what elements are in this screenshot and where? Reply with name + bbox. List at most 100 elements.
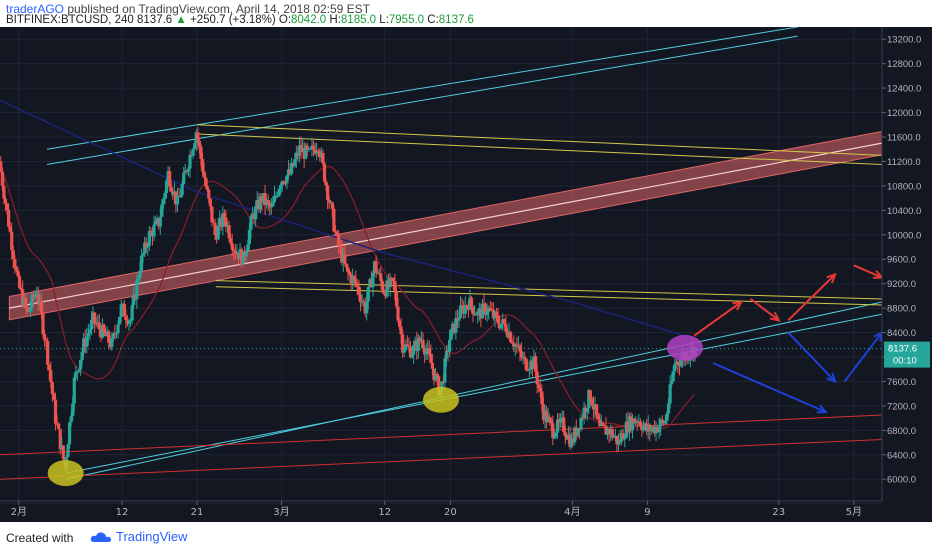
candle-body <box>136 278 140 281</box>
candle-body <box>283 182 287 184</box>
candle-body <box>3 198 8 204</box>
candle-body <box>229 238 233 244</box>
candle-body <box>221 213 225 227</box>
candle-body <box>496 316 500 324</box>
candle-body <box>161 198 166 205</box>
candle-body <box>258 196 262 210</box>
candle-body <box>537 384 541 388</box>
cyan-trendline-2 <box>65 301 883 480</box>
date-tick-label-8: 23 <box>772 507 785 518</box>
candle-body <box>344 263 348 268</box>
candle-body <box>357 286 361 296</box>
candle-body <box>427 348 431 355</box>
candle-body <box>50 382 54 395</box>
candle-body <box>638 421 642 427</box>
candle-body <box>272 195 277 203</box>
candle-body <box>534 356 538 372</box>
candle-body <box>254 206 258 220</box>
candle-body <box>85 336 89 347</box>
open-value: 8042.0 <box>291 14 327 26</box>
candle-body <box>666 403 671 414</box>
candle-body <box>460 305 464 307</box>
author-link[interactable]: traderAGO <box>6 2 65 16</box>
candle-body <box>127 320 131 324</box>
candle-body <box>52 394 56 400</box>
red-projection-arrow-2-head <box>826 272 837 284</box>
candle-body <box>465 305 469 307</box>
price-tick-label-16: 12000.0 <box>887 108 921 119</box>
candle-body <box>332 208 336 232</box>
candle-body <box>44 340 48 342</box>
highlight-ellipse-0 <box>47 460 84 487</box>
published-text: published on TradingView.com, April 14, … <box>67 2 371 16</box>
tradingview-logo[interactable]: TradingView <box>90 529 188 544</box>
date-tick-label-4: 12 <box>378 507 391 518</box>
date-tick-label-1: 12 <box>116 507 129 518</box>
cyan-trendline-0 <box>46 27 798 150</box>
candle-body <box>139 255 144 271</box>
candle-body <box>41 313 45 335</box>
candle-body <box>25 307 29 312</box>
candle-body <box>75 371 80 373</box>
candle-body <box>49 370 53 383</box>
candle-body <box>269 206 273 208</box>
candle-body <box>612 436 616 438</box>
candle-body <box>175 196 180 205</box>
candle-body <box>271 202 275 207</box>
candle-body <box>679 359 683 367</box>
candle-body <box>548 416 552 420</box>
candle-body <box>510 341 514 344</box>
candle-body <box>232 249 236 252</box>
candle-body <box>146 245 150 248</box>
candle-body <box>93 312 97 324</box>
candle-body <box>275 195 280 197</box>
candle-body <box>361 301 366 303</box>
candle-body <box>582 407 586 419</box>
price-tick-label-17: 12400.0 <box>887 84 921 95</box>
candle-body <box>358 295 363 303</box>
candle-body <box>437 376 441 396</box>
candle-body <box>282 181 286 183</box>
candle-body <box>241 251 245 265</box>
candle-body <box>80 351 84 361</box>
candle-body <box>247 229 252 245</box>
price-tick-label-3: 6800.0 <box>887 426 916 437</box>
candle-body <box>457 318 461 321</box>
candle-body <box>660 419 664 421</box>
candle-body <box>30 294 34 308</box>
candle-body <box>72 377 76 404</box>
candle-body <box>480 303 485 319</box>
candle-body <box>308 148 313 150</box>
candle-body <box>304 145 308 159</box>
candle-body <box>2 185 6 199</box>
candle-body <box>311 145 316 150</box>
candle-body <box>132 294 136 306</box>
candle-body <box>526 369 530 371</box>
candle-body <box>66 444 70 458</box>
low-label: L: <box>379 14 389 26</box>
open-label: O: <box>278 14 292 26</box>
candle-body <box>487 308 491 312</box>
low-value: 7955.0 <box>388 14 425 26</box>
candle-body <box>204 177 208 186</box>
candle-body <box>668 384 672 404</box>
candle-body <box>294 152 298 160</box>
candle-body <box>5 203 9 210</box>
price-axis-background <box>882 27 932 522</box>
yellow-trendline-1 <box>197 133 883 165</box>
highlight-ellipse-2 <box>666 334 703 361</box>
candle-body <box>213 223 217 235</box>
ohlc-row: BITFINEX:BTCUSD, 240 8137.6 ▲ +250.7 (+3… <box>6 14 474 26</box>
candle-body <box>202 171 206 178</box>
price-chart[interactable]: 6000.06400.06800.07200.07600.08000.08400… <box>0 27 932 522</box>
candle-body <box>657 426 661 432</box>
candle-body <box>418 337 422 342</box>
cyan-trendline-1 <box>46 35 798 165</box>
candle-body <box>494 311 499 317</box>
candle-body <box>671 371 675 382</box>
date-tick-label-2: 21 <box>191 507 204 518</box>
price-tick-label-19: 13200.0 <box>887 35 921 46</box>
candle-body <box>16 270 20 276</box>
red-projection-arrow-0 <box>693 301 742 337</box>
candle-body <box>569 438 574 448</box>
